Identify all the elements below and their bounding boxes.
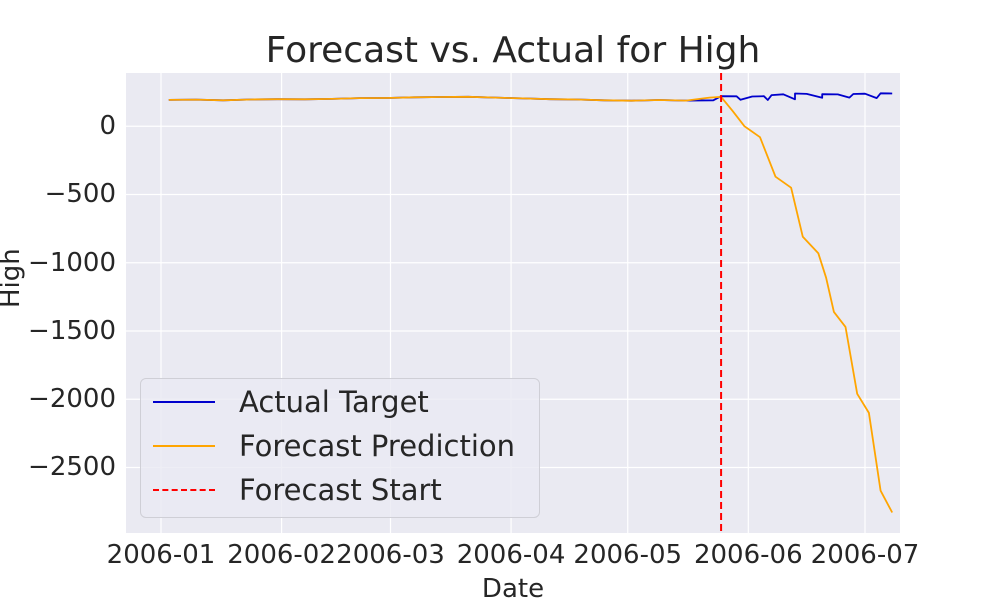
x-tick-label: 2006-03: [336, 540, 445, 570]
y-axis-label: High: [0, 248, 26, 308]
x-tick-label: 2006-02: [227, 540, 336, 570]
x-tick-label: 2006-04: [456, 540, 566, 570]
y-tick-label: −2500: [28, 452, 116, 483]
legend-label-actual: Actual Target: [239, 385, 429, 419]
x-tick-label: 2006-07: [810, 540, 920, 570]
legend-label-forecast-start: Forecast Start: [239, 473, 442, 507]
y-tick-label: −500: [44, 179, 116, 210]
y-tick-label: 0: [99, 111, 116, 142]
x-tick-label: 2006-05: [573, 540, 683, 570]
legend: Actual Target Forecast Prediction Foreca…: [140, 378, 540, 518]
x-tick-label: 2006-01: [106, 540, 216, 570]
legend-swatch-forecast: [153, 445, 215, 447]
legend-swatch-actual: [153, 401, 215, 403]
legend-entry-forecast: Forecast Prediction: [153, 428, 515, 464]
legend-entry-actual: Actual Target: [153, 384, 429, 420]
x-axis-label: Date: [481, 574, 545, 604]
legend-swatch-forecast-start: [153, 489, 215, 491]
y-tick-label: −1500: [28, 315, 116, 346]
legend-entry-forecast-start: Forecast Start: [153, 472, 442, 508]
x-tick-label: 2006-06: [693, 540, 803, 570]
chart-title: Forecast vs. Actual for High: [265, 30, 761, 71]
y-tick-label: −1000: [28, 247, 116, 278]
y-tick-label: −2000: [28, 384, 116, 415]
series-layer: [168, 73, 893, 533]
legend-label-forecast: Forecast Prediction: [239, 429, 515, 463]
series-line-forecast-prediction: [168, 95, 893, 513]
